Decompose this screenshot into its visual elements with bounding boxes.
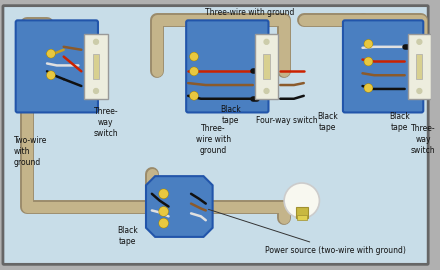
Circle shape [365,85,372,92]
Circle shape [47,50,55,58]
Circle shape [159,189,168,198]
Circle shape [48,72,55,79]
Bar [93,54,99,79]
FancyBboxPatch shape [186,20,268,113]
Circle shape [191,92,198,99]
Circle shape [264,89,269,93]
Text: Black
tape: Black tape [389,112,410,132]
Text: Three-wire with ground: Three-wire with ground [205,8,294,17]
Circle shape [160,190,168,198]
Bar [297,215,307,220]
Text: Two-wire
with
ground: Two-wire with ground [14,136,47,167]
Circle shape [364,40,372,48]
FancyBboxPatch shape [16,20,98,113]
Bar [416,54,422,79]
Text: Black
tape: Black tape [317,112,337,132]
Circle shape [365,58,372,65]
Text: Black
tape: Black tape [117,226,138,246]
Circle shape [160,208,168,215]
Text: Power source (two-wire with ground): Power source (two-wire with ground) [209,209,405,255]
Circle shape [284,183,319,218]
Text: Four-way switch: Four-way switch [256,116,318,125]
Circle shape [364,58,372,65]
Circle shape [264,39,269,44]
Text: Three-
way
switch: Three- way switch [94,107,118,138]
Circle shape [190,92,198,100]
Circle shape [417,89,422,93]
Polygon shape [146,176,213,237]
Bar [255,34,278,99]
Circle shape [365,40,372,47]
Circle shape [48,50,55,57]
Circle shape [159,219,168,228]
Circle shape [94,39,99,44]
FancyBboxPatch shape [343,20,423,113]
FancyBboxPatch shape [3,6,428,264]
Circle shape [191,68,198,75]
Circle shape [190,53,198,60]
Bar [296,207,308,218]
Circle shape [160,219,168,227]
Circle shape [159,207,168,216]
Bar [407,34,431,99]
Bar [264,54,270,79]
Circle shape [94,89,99,93]
Text: Three-
wire with
ground: Three- wire with ground [196,124,231,156]
Circle shape [191,53,198,60]
Circle shape [364,84,372,92]
Bar [84,34,108,99]
Text: Black
tape: Black tape [220,105,241,126]
Circle shape [47,71,55,79]
Circle shape [190,68,198,75]
Circle shape [417,39,422,44]
Text: Three-
way
switch: Three- way switch [411,124,436,156]
